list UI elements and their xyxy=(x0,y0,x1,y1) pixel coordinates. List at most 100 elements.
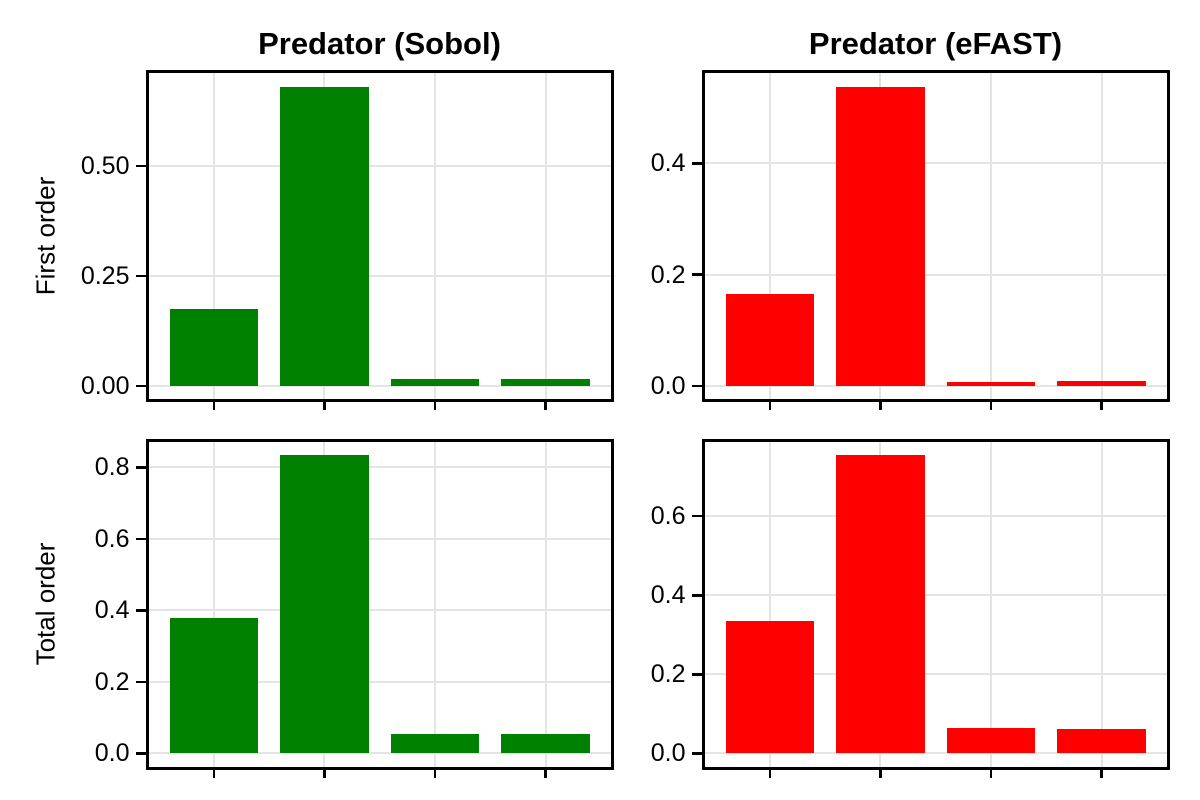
gridline-h xyxy=(147,274,612,277)
y-tick-mark xyxy=(692,273,702,276)
y-tick-mark xyxy=(136,752,146,755)
y-tick-mark xyxy=(692,514,702,518)
x-tick-mark xyxy=(212,402,216,411)
x-tick-mark xyxy=(323,769,326,778)
y-tick-label: 0.4 xyxy=(94,596,130,625)
x-tick-mark xyxy=(1100,402,1103,411)
y-tick-mark xyxy=(136,274,146,278)
y-tick-label: 0.8 xyxy=(94,453,130,482)
gridline-h xyxy=(147,164,612,167)
y-tick-label: 0.50 xyxy=(80,151,130,180)
y-tick-mark xyxy=(692,162,702,165)
bar xyxy=(946,728,1036,754)
bar xyxy=(725,620,815,754)
gridline-v xyxy=(212,71,215,401)
gridline-h xyxy=(703,594,1168,597)
y-tick-label: 0.2 xyxy=(650,260,686,289)
chart-title-sobol: Predator (Sobol) xyxy=(258,26,501,61)
x-tick-mark xyxy=(989,402,993,411)
x-tick-mark xyxy=(544,402,547,411)
gridline-v xyxy=(544,71,547,401)
gridline-v xyxy=(544,440,547,769)
panel-border xyxy=(702,70,1170,403)
bar xyxy=(1057,729,1146,754)
chart-title-efast: Predator (eFAST) xyxy=(808,26,1063,61)
x-tick-mark xyxy=(879,769,882,778)
gridline-v xyxy=(1100,71,1103,401)
y-tick-mark xyxy=(692,673,702,676)
bar xyxy=(280,86,369,386)
bar xyxy=(501,378,590,386)
x-tick-mark xyxy=(433,402,437,411)
x-tick-mark xyxy=(212,769,216,778)
gridline-h xyxy=(703,752,1168,755)
y-tick-mark xyxy=(692,384,702,388)
bar xyxy=(946,381,1036,386)
y-tick-label: 0.0 xyxy=(650,739,686,768)
gridline-h xyxy=(703,273,1168,276)
x-tick-mark xyxy=(768,769,772,778)
bar xyxy=(1057,381,1146,386)
panel-border xyxy=(146,438,614,770)
gridline-v xyxy=(1100,440,1103,769)
y-tick-label: 0.2 xyxy=(94,667,130,696)
y-tick-mark xyxy=(136,164,146,168)
bar xyxy=(725,294,815,386)
y-tick-label: 0.4 xyxy=(650,581,686,610)
bar xyxy=(169,308,259,386)
y-tick-mark xyxy=(692,752,702,755)
y-tick-mark xyxy=(136,384,146,388)
x-tick-mark xyxy=(1100,769,1103,778)
y-tick-label: 0.00 xyxy=(80,371,130,400)
x-tick-mark xyxy=(544,769,547,778)
gridline-h xyxy=(147,680,612,683)
y-tick-mark xyxy=(136,466,146,469)
y-tick-mark xyxy=(136,537,146,541)
bar xyxy=(390,733,480,754)
bar xyxy=(169,617,259,754)
gridline-h xyxy=(703,673,1168,676)
y-tick-mark xyxy=(136,609,146,612)
y-tick-label: 0.0 xyxy=(94,739,130,768)
gridline-v xyxy=(434,71,437,401)
gridline-h xyxy=(147,384,612,387)
x-tick-mark xyxy=(768,402,772,411)
x-tick-mark xyxy=(433,769,437,778)
gridline-v xyxy=(990,440,993,769)
y-tick-label: 0.0 xyxy=(650,371,686,400)
gridline-v xyxy=(990,71,993,401)
bar xyxy=(280,454,369,754)
gridline-h xyxy=(147,537,612,540)
gridline-h xyxy=(703,162,1168,165)
gridline-h xyxy=(703,515,1168,518)
y-tick-mark xyxy=(692,594,702,597)
bar xyxy=(390,379,480,386)
y-tick-mark xyxy=(136,680,146,684)
gridline-h xyxy=(147,609,612,612)
bar xyxy=(501,734,590,754)
x-tick-mark xyxy=(989,769,993,778)
bar xyxy=(836,86,925,386)
gridline-h xyxy=(703,384,1168,387)
y-tick-label: 0.4 xyxy=(650,149,686,178)
x-tick-mark xyxy=(323,402,326,411)
gridline-v xyxy=(212,440,215,769)
y-tick-label: 0.25 xyxy=(80,261,130,290)
x-tick-mark xyxy=(879,402,882,411)
gridline-v xyxy=(768,71,771,401)
y-tick-label: 0.2 xyxy=(650,660,686,689)
gridline-h xyxy=(147,466,612,469)
y-tick-label: 0.6 xyxy=(650,502,686,531)
y-tick-label: 0.6 xyxy=(94,524,130,553)
gridline-h xyxy=(147,752,612,755)
gridline-v xyxy=(434,440,437,769)
panel-border xyxy=(146,70,614,403)
bar xyxy=(836,454,925,754)
gridline-v xyxy=(768,440,771,769)
panel-border xyxy=(702,438,1170,770)
